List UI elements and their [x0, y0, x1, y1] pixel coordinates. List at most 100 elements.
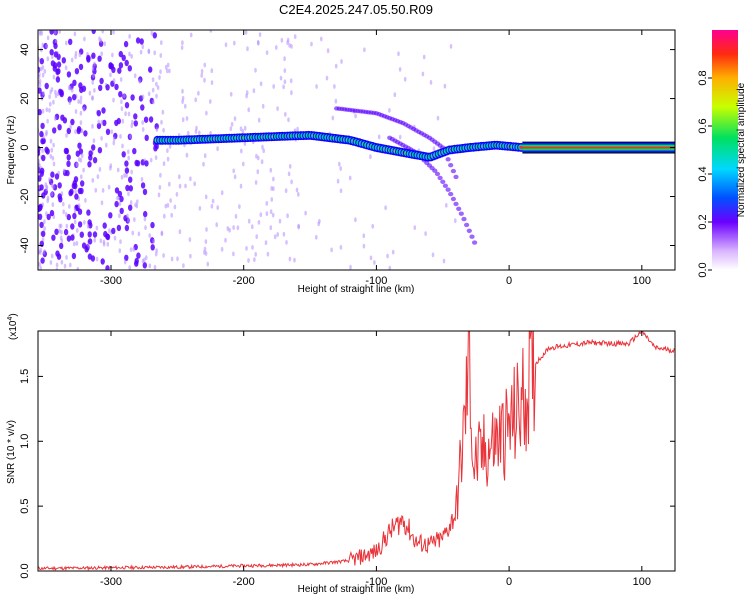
noise-speck	[91, 123, 94, 129]
x-tick-label: 100	[633, 576, 651, 588]
noise-speck	[57, 182, 62, 189]
noise-speck	[99, 77, 104, 85]
noise-speck	[68, 204, 71, 209]
noise-speck	[161, 109, 165, 115]
noise-speck	[39, 240, 44, 247]
noise-speck	[188, 237, 192, 243]
noise-speck	[65, 223, 69, 229]
noise-speck	[114, 200, 119, 208]
noise-speck	[49, 101, 52, 107]
noise-speck	[121, 151, 126, 158]
branch-mark	[450, 168, 456, 174]
noise-speck	[133, 217, 136, 223]
noise-speck	[74, 68, 80, 75]
carrier-band-core	[522, 146, 675, 149]
noise-speck	[289, 78, 293, 84]
noise-speck	[41, 137, 46, 145]
branch-mark	[448, 163, 454, 168]
noise-speck	[106, 241, 110, 247]
noise-speck	[362, 243, 366, 249]
noise-speck	[116, 195, 119, 201]
noise-speck	[168, 68, 171, 74]
noise-speck	[114, 83, 119, 91]
noise-speck	[215, 222, 218, 228]
noise-speck	[271, 212, 275, 218]
noise-speck	[49, 138, 53, 144]
noise-speck	[83, 130, 88, 137]
noise-speck	[150, 221, 155, 229]
noise-speck	[251, 245, 254, 250]
noise-speck	[403, 76, 407, 82]
noise-speck	[386, 253, 389, 259]
noise-speck	[245, 246, 248, 251]
noise-speck	[254, 67, 257, 73]
noise-speck	[43, 226, 46, 232]
noise-speck	[175, 192, 179, 197]
noise-speck	[334, 98, 338, 104]
noise-speck	[91, 80, 94, 85]
noise-speck	[315, 84, 318, 89]
noise-speck	[275, 45, 278, 50]
noise-speck	[66, 160, 71, 167]
branch-mark	[469, 234, 475, 239]
noise-speck	[97, 119, 100, 125]
snr-frame	[37, 330, 676, 572]
noise-speck	[140, 177, 144, 182]
noise-speck	[287, 171, 291, 177]
snr-ylabel: SNR (10 * v/v)	[6, 420, 17, 484]
noise-speck	[60, 259, 64, 265]
noise-speck	[91, 30, 96, 35]
noise-speck	[297, 192, 300, 197]
noise-speck	[206, 261, 210, 267]
branch-mark	[456, 206, 462, 211]
noise-speck	[209, 130, 212, 136]
noise-speck	[77, 99, 80, 104]
noise-speck	[449, 44, 453, 49]
noise-speck	[247, 107, 250, 113]
noise-speck	[97, 147, 103, 154]
noise-speck	[162, 127, 165, 133]
noise-speck	[93, 61, 96, 67]
noise-speck	[145, 255, 148, 260]
noise-speck	[38, 87, 42, 94]
noise-speck	[73, 241, 76, 247]
snr-scale-exp: 4	[7, 317, 14, 321]
noise-speck	[111, 52, 114, 58]
noise-speck	[129, 247, 133, 253]
figure-title: C2E4.2025.247.05.50.R09	[279, 2, 433, 17]
noise-speck	[100, 200, 104, 206]
snr-ticks: -300 -200 -100 0 100 0.0 0.5 1.0 1.5	[19, 331, 675, 588]
noise-speck	[54, 116, 57, 121]
noise-speck	[60, 114, 65, 121]
noise-speck	[232, 251, 235, 257]
y-tick-label: -20	[19, 189, 31, 205]
noise-speck	[38, 213, 43, 220]
branch-mark	[442, 183, 448, 188]
noise-speck	[158, 75, 161, 80]
noise-speck	[288, 164, 292, 169]
noise-speck	[54, 228, 59, 235]
noise-speck	[243, 141, 247, 147]
noise-speck	[72, 179, 77, 187]
noise-speck	[41, 237, 45, 242]
noise-speck	[244, 30, 248, 35]
noise-speck	[66, 71, 72, 78]
noise-speck	[264, 240, 268, 246]
noise-speck	[278, 218, 282, 224]
noise-speck	[189, 253, 192, 259]
noise-speck	[334, 63, 338, 69]
noise-speck	[41, 230, 46, 237]
noise-speck	[56, 253, 62, 260]
noise-speck	[38, 262, 41, 267]
noise-speck	[63, 228, 69, 236]
noise-speck	[79, 99, 83, 105]
noise-speck	[123, 173, 126, 178]
noise-speck	[209, 30, 213, 33]
noise-speck	[155, 93, 158, 99]
noise-speck	[139, 49, 143, 55]
noise-speck	[168, 144, 172, 149]
colorbar-ticks: 0.0 0.2 0.4 0.6 0.8	[697, 70, 712, 278]
noise-speck	[429, 80, 433, 85]
noise-speck	[293, 34, 297, 39]
noise-speck	[184, 183, 187, 189]
